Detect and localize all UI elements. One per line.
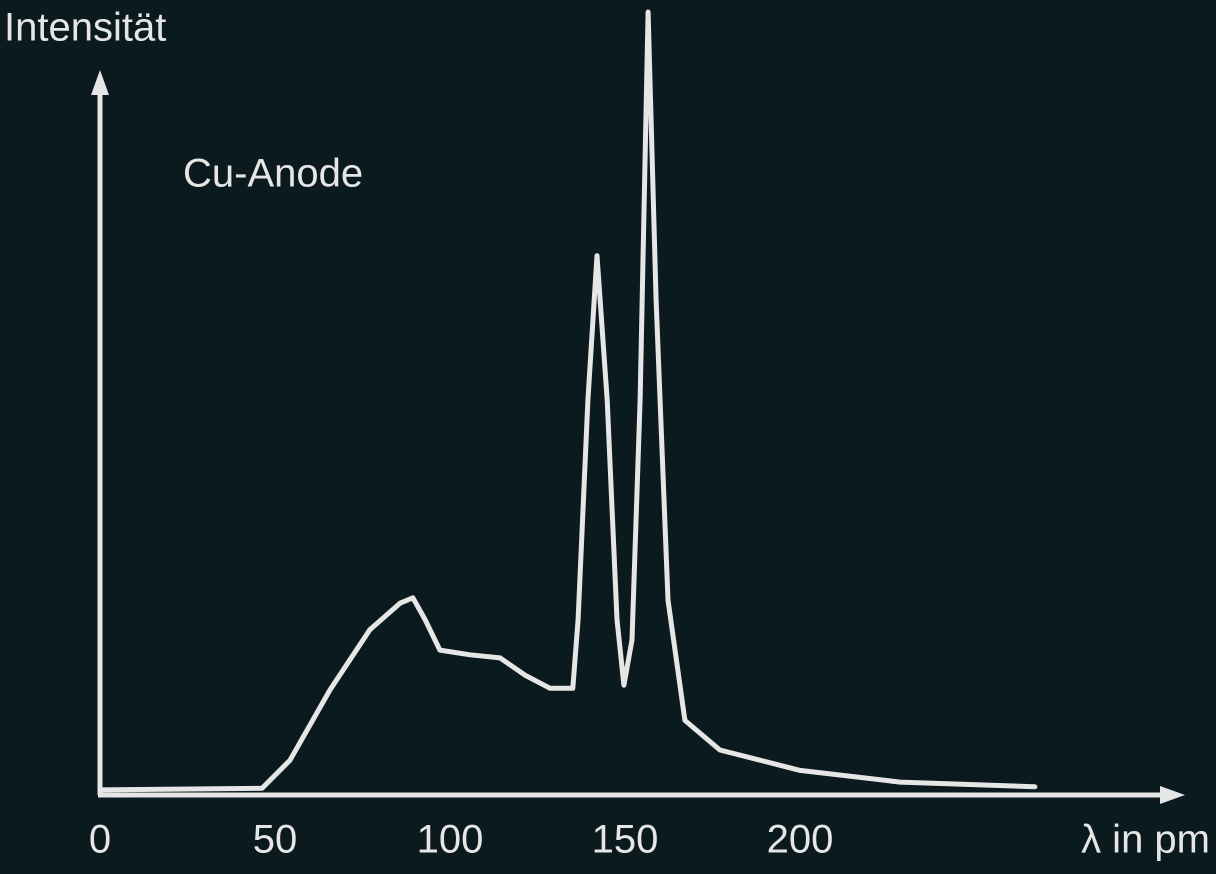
spectrum-line (97, 9, 1038, 793)
x-axis-arrow (1160, 786, 1185, 804)
y-axis-title: Intensität (4, 6, 166, 50)
x-tick-label: 0 (89, 818, 111, 862)
x-tick-label: 50 (253, 818, 298, 862)
x-tick-label: 150 (592, 818, 659, 862)
y-axis-arrow (91, 70, 109, 95)
x-axis-label: λ in pm (1081, 818, 1210, 862)
annotation: Cu-Anode (183, 152, 363, 196)
x-tick-label: 200 (767, 818, 834, 862)
x-tick-label: 100 (417, 818, 484, 862)
